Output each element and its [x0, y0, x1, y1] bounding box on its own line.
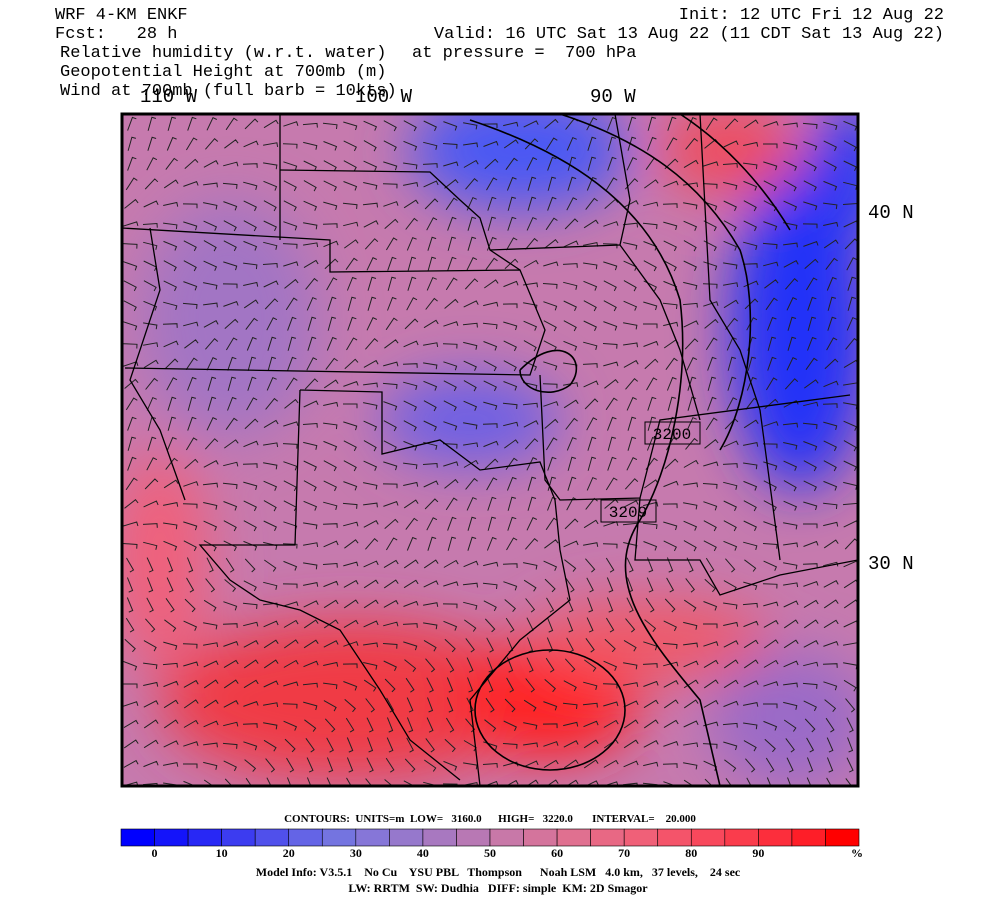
contour-info: CONTOURS: UNITS=m LOW= 3160.0 HIGH= 3220… [284, 813, 696, 825]
colorbar-bin [623, 828, 659, 847]
colorbar-label: 10 [216, 846, 228, 860]
contour-label-box [644, 421, 701, 445]
colorbar-label: 20 [283, 846, 295, 860]
field-title: Relative humidity (w.r.t. water) [60, 44, 386, 63]
colorbar-label: 30 [350, 846, 362, 860]
colorbar-label: % [851, 846, 863, 860]
colorbar-bin [456, 828, 491, 847]
contour-label: 3209 [609, 504, 647, 522]
colorbar-bin [556, 828, 591, 847]
longitude-label: 100 W [355, 86, 413, 108]
map: 3200 3209 [122, 114, 858, 786]
colorbar-bin [389, 828, 424, 847]
colorbar-bin [221, 828, 256, 847]
colorbar-bin [120, 828, 155, 847]
colorbar-bin [321, 828, 357, 847]
colorbar-bin [489, 828, 524, 847]
longitude-label: 90 W [590, 86, 636, 108]
colorbar-bin [657, 828, 692, 847]
colorbar-label: 60 [551, 846, 563, 860]
colorbar-bin [590, 828, 625, 847]
colorbar-bin [422, 828, 457, 847]
init-time: Init: 12 UTC Fri 12 Aug 22 [679, 6, 944, 25]
colorbar-label: 90 [752, 846, 764, 860]
colorbar-label: 70 [618, 846, 630, 860]
colorbar-label: 0 [152, 846, 158, 860]
colorbar-bin [254, 828, 290, 847]
colorbar-bin [187, 828, 222, 847]
map-frame [120, 112, 860, 788]
colorbar-bin [825, 828, 860, 847]
valid-time: Valid: 16 UTC Sat 13 Aug 22 (11 CDT Sat … [434, 25, 944, 44]
model-title: WRF 4-KM ENKF [55, 6, 188, 25]
pressure-level: at pressure = 700 hPa [412, 44, 636, 63]
colorbar-bin [355, 828, 390, 847]
colorbar-label: 40 [417, 846, 429, 860]
model-info: LW: RRTM SW: Dudhia DIFF: simple KM: 2D … [348, 881, 648, 895]
colorbar-bin [724, 828, 759, 847]
colorbar-bin [288, 828, 323, 847]
colorbar-bin [154, 828, 189, 847]
latitude-label: 40 N [868, 202, 914, 224]
colorbar-bin [758, 828, 793, 847]
colorbar-label: 80 [685, 846, 697, 860]
field-title: Geopotential Height at 700mb (m) [60, 63, 386, 82]
field-title: Wind at 700mb (full barb = 10kts) [60, 82, 397, 101]
latitude-label: 30 N [868, 553, 914, 575]
forecast-hour: Fcst: 28 h [55, 25, 177, 44]
colorbar-bin [523, 828, 558, 847]
colorbar-label: 50 [484, 846, 496, 860]
longitude-label: 110 W [140, 86, 198, 108]
colorbar-bin [690, 828, 726, 847]
contour-label-box [600, 499, 657, 523]
colorbar: 0 10 20 30 40 50 60 70 80 90% [120, 828, 863, 860]
model-info: Model Info: V3.5.1 No Cu YSU PBL Thompso… [256, 865, 741, 879]
contour-label: 3200 [653, 426, 691, 444]
colorbar-bin [791, 828, 826, 847]
wind-barbs [122, 116, 858, 786]
